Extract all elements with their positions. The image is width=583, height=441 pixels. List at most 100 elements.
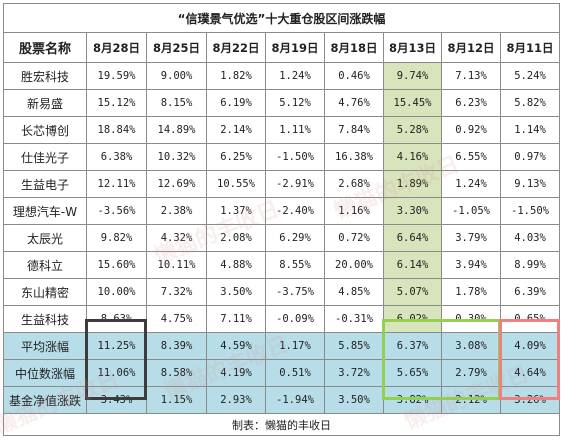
table-cell: 7.32% (146, 278, 207, 306)
table-cell: 1.24% (265, 62, 325, 90)
table-cell: 4.19% (206, 359, 266, 387)
table-cell: -2.40% (265, 197, 325, 225)
row-label: 仕佳光子 (3, 143, 87, 171)
table-cell: 14.89% (146, 116, 207, 144)
table-cell: 4.16% (383, 143, 442, 171)
column-header-date: 8月18日 (324, 32, 384, 63)
table-cell: 4.88% (206, 251, 266, 279)
table-cell: 1.11% (265, 116, 325, 144)
table-row: 胜宏科技 19.59% 9.00% 1.82% 1.24% 0.46% 9.74% 7.13%… (3, 62, 560, 90)
table-cell: -3.56% (86, 197, 147, 225)
table-cell: 5.85% (324, 332, 384, 360)
table-cell: 2.08% (206, 224, 266, 252)
table-cell: 9.82% (86, 224, 147, 252)
table-cell: 0.72% (324, 224, 384, 252)
table-title: “信璞景气优选”十大重仓股区间涨跌幅 (3, 3, 560, 33)
table-cell: 1.78% (441, 278, 501, 306)
table-cell: 6.55% (441, 143, 501, 171)
row-label: 新易盛 (3, 89, 87, 117)
table-cell: 1.16% (324, 197, 384, 225)
column-header-date: 8月25日 (146, 32, 207, 63)
table-cell: 10.55% (206, 170, 266, 198)
table-cell: 6.37% (383, 332, 442, 360)
table-cell: 18.84% (86, 116, 147, 144)
table-cell: 6.19% (206, 89, 266, 117)
table-cell: 2.38% (146, 197, 207, 225)
table-cell: -3.75% (265, 278, 325, 306)
row-label: 德科立 (3, 251, 87, 279)
table-cell: 0.97% (500, 143, 560, 171)
table-cell: 5.82% (500, 89, 560, 117)
stat-row: 平均涨幅 11.25% 8.39% 4.59% 1.17% 5.85% 6.37% 3.08%… (3, 332, 560, 360)
table-cell: 1.14% (500, 116, 560, 144)
column-header-stock-name: 股票名称 (3, 32, 87, 63)
table-cell: 9.00% (146, 62, 207, 90)
table-cell: 5.12% (265, 89, 325, 117)
table-cell: 2.14% (206, 116, 266, 144)
column-header-date: 8月19日 (265, 32, 325, 63)
table-row: 生益电子 12.11% 12.69% 10.55% -2.91% 2.68% 1.89% 1.… (3, 170, 560, 198)
row-label: 生益科技 (3, 305, 87, 333)
table-cell: 10.11% (146, 251, 207, 279)
row-label: 太辰光 (3, 224, 87, 252)
highlight-box-dark (85, 319, 147, 400)
table-cell: 7.11% (206, 305, 266, 333)
table-cell: 3.08% (441, 332, 501, 360)
table-cell: 7.13% (441, 62, 501, 90)
table-row: 仕佳光子 6.38% 10.32% 6.25% -1.50% 16.38% 4.16% 6.5… (3, 143, 560, 171)
table-cell: 3.30% (383, 197, 442, 225)
table-cell: 1.24% (441, 170, 501, 198)
table-cell: 1.37% (206, 197, 266, 225)
column-header-date: 8月11日 (500, 32, 560, 63)
row-label: 东山精密 (3, 278, 87, 306)
column-header-date: 8月13日 (383, 32, 442, 63)
table-cell: 9.13% (500, 170, 560, 198)
table-cell: 6.64% (383, 224, 442, 252)
table-cell: 9.74% (383, 62, 442, 90)
table-cell: 5.07% (383, 278, 442, 306)
row-label: 理想汽车-W (3, 197, 87, 225)
table-cell: 3.50% (324, 386, 384, 414)
table-cell: 4.76% (324, 89, 384, 117)
table-cell: -2.91% (265, 170, 325, 198)
row-label: 中位数涨幅 (3, 359, 87, 387)
table-row: 德科立 15.60% 10.11% 4.88% 8.55% 20.00% 6.14% 3.94… (3, 251, 560, 279)
table-cell: 3.79% (441, 224, 501, 252)
table-cell: 8.55% (265, 251, 325, 279)
table-cell: 3.50% (206, 278, 266, 306)
table-cell: 1.15% (146, 386, 207, 414)
table-cell: 5.28% (383, 116, 442, 144)
stat-row: 基金净值涨跌 3.43% 1.15% 2.93% -1.94% 3.50% 3.82% 2.1… (3, 386, 560, 414)
column-header-date: 8月12日 (441, 32, 501, 63)
table-cell: 4.59% (206, 332, 266, 360)
table-cell: 8.39% (146, 332, 207, 360)
table-cell: 6.38% (86, 143, 147, 171)
table-cell: 5.24% (500, 62, 560, 90)
table-cell: 8.15% (146, 89, 207, 117)
table-cell: 6.29% (265, 224, 325, 252)
table-cell: 7.84% (324, 116, 384, 144)
table-cell: 6.14% (383, 251, 442, 279)
column-header-date: 8月28日 (86, 32, 147, 63)
table-cell: 2.68% (324, 170, 384, 198)
table-cell: 15.12% (86, 89, 147, 117)
table-row: 新易盛 15.12% 8.15% 6.19% 5.12% 4.76% 15.45% 6.23%… (3, 89, 560, 117)
table-cell: 3.94% (441, 251, 501, 279)
table-cell: 3.72% (324, 359, 384, 387)
table-cell: 16.38% (324, 143, 384, 171)
table-cell: 8.58% (146, 359, 207, 387)
table-row: 理想汽车-W -3.56% 2.38% 1.37% -2.40% 1.16% 3.30% -1… (3, 197, 560, 225)
row-label: 长芯博创 (3, 116, 87, 144)
table-cell: 12.11% (86, 170, 147, 198)
table-cell: 11.25% (86, 332, 147, 360)
table-cell: 8.99% (500, 251, 560, 279)
table-cell: 5.65% (383, 359, 442, 387)
table-cell: 6.23% (441, 89, 501, 117)
table-cell: 0.51% (265, 359, 325, 387)
table-cell: 1.89% (383, 170, 442, 198)
table-row: 太辰光 9.82% 4.32% 2.08% 6.29% 0.72% 6.64% 3.79% 4.… (3, 224, 560, 252)
table-footer: 制表：懒猫的丰收日 (3, 413, 560, 436)
table-cell: 4.03% (500, 224, 560, 252)
table-cell: 10.32% (146, 143, 207, 171)
table-cell: -0.09% (265, 305, 325, 333)
